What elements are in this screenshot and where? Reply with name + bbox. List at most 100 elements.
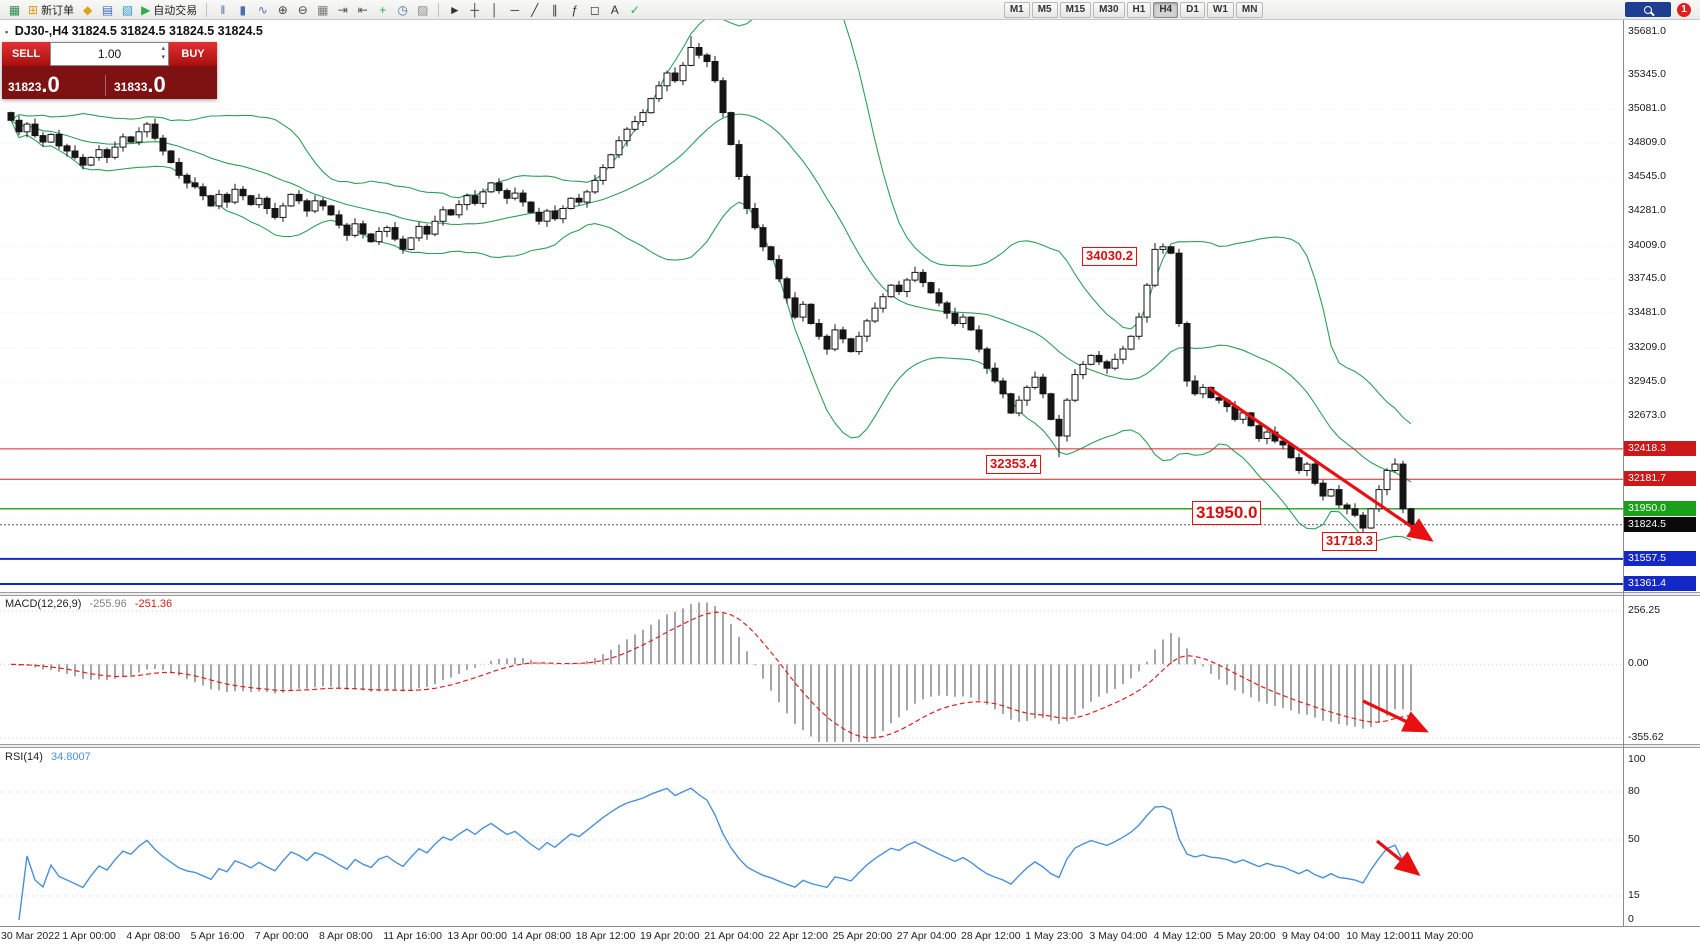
- price-note-31718[interactable]: 31718.3: [1322, 532, 1377, 551]
- market-watch-icon: ◆: [82, 2, 93, 17]
- vertical-line-icon: │: [491, 2, 499, 17]
- macd-axis-tick: 0.00: [1628, 657, 1649, 670]
- volume-down-button[interactable]: ▾: [161, 54, 165, 62]
- trend-arrow[interactable]: [1375, 839, 1421, 877]
- autotrading-icon: ▶: [141, 2, 151, 17]
- text-icon: A: [610, 2, 619, 17]
- level-price-label[interactable]: 32181.7: [1624, 471, 1696, 487]
- macd-indicator-label: MACD(12,26,9) -255.96 -251.36: [5, 598, 172, 610]
- time-axis-label: 28 Apr 12:00: [961, 930, 1021, 942]
- time-axis-label: 27 Apr 04:00: [896, 930, 957, 942]
- autotrading-button[interactable]: ▶ 自动交易: [138, 1, 200, 18]
- macd-panel-separator[interactable]: [0, 592, 1700, 596]
- level-price-label[interactable]: 32418.3: [1624, 440, 1696, 456]
- time-axis-label: 21 Apr 04:00: [704, 930, 764, 942]
- time-axis-label: 3 May 04:00: [1089, 930, 1148, 942]
- sell-price[interactable]: 31823 .0: [8, 72, 60, 98]
- price-axis-tick: 33745.0: [1628, 272, 1666, 285]
- timeframe-m15[interactable]: M15: [1059, 1, 1092, 18]
- fibonacci-button[interactable]: ƒ: [565, 1, 584, 18]
- time-axis-label: 19 Apr 20:00: [640, 930, 700, 942]
- price-note-32353[interactable]: 32353.4: [986, 455, 1041, 474]
- rsi-axis-tick: 100: [1628, 753, 1646, 765]
- timeframe-m1[interactable]: M1: [1003, 1, 1030, 18]
- shapes-button[interactable]: ◻: [585, 1, 604, 18]
- indicators-button[interactable]: +: [373, 1, 392, 18]
- timeframe-mn[interactable]: MN: [1235, 1, 1264, 18]
- toolbar-right: 1: [1625, 2, 1695, 17]
- cursor-button[interactable]: ►: [445, 1, 464, 18]
- time-axis-label: 25 Apr 20:00: [832, 930, 893, 942]
- level-price-label[interactable]: 31557.5: [1624, 550, 1696, 566]
- volume-up-button[interactable]: ▴: [161, 45, 165, 52]
- price-axis-tick: 34809.0: [1628, 136, 1666, 149]
- market-watch-button[interactable]: ◆: [78, 1, 97, 18]
- macd-name: MACD(12,26,9): [5, 598, 82, 610]
- time-axis-label: 13 Apr 00:00: [447, 930, 507, 942]
- text-button[interactable]: A: [605, 1, 624, 18]
- tile-windows-icon: ▦: [317, 2, 329, 17]
- volume-spinner: ▴ ▾: [161, 44, 165, 62]
- timeframe-d1[interactable]: D1: [1180, 1, 1205, 18]
- zoom-out-button[interactable]: ⊖: [293, 1, 312, 18]
- zoom-out-icon: ⊖: [297, 2, 308, 17]
- time-axis-label: 11 May 20:00: [1410, 930, 1474, 942]
- time-axis-label: 4 Apr 08:00: [126, 930, 181, 942]
- timeframe-h1[interactable]: H1: [1126, 1, 1152, 18]
- auto-scroll-button[interactable]: ⇥: [333, 1, 352, 18]
- rsi-panel-separator[interactable]: [0, 744, 1700, 748]
- data-window-icon: ▤: [101, 2, 114, 17]
- time-axis-label: 18 Apr 12:00: [575, 930, 636, 942]
- navigator-icon: ▧: [121, 2, 134, 17]
- price-axis-tick: 33209.0: [1628, 340, 1666, 353]
- line-chart-icon: ∿: [257, 2, 268, 17]
- volume-input[interactable]: 1.00 ▴ ▾: [50, 42, 169, 66]
- price-axis-tick: 34009.0: [1628, 238, 1666, 251]
- level-price-label[interactable]: 31950.0: [1624, 500, 1696, 516]
- time-axis-label: 1 Apr 00:00: [62, 930, 116, 942]
- periods-icon: ◷: [397, 2, 409, 17]
- sell-button[interactable]: SELL: [2, 42, 50, 66]
- timeframe-w1[interactable]: W1: [1206, 1, 1234, 18]
- buy-button[interactable]: BUY: [169, 42, 217, 66]
- channel-button[interactable]: ∥: [545, 1, 564, 18]
- price-note-31950[interactable]: 31950.0: [1192, 501, 1262, 526]
- crosshair-button[interactable]: ┼: [465, 1, 484, 18]
- price-axis-tick: 33481.0: [1628, 306, 1666, 319]
- trend-arrow[interactable]: [1208, 386, 1434, 542]
- search-button[interactable]: [1625, 2, 1671, 17]
- candlestick-chart-button[interactable]: ▮: [233, 1, 252, 18]
- vertical-line-button[interactable]: │: [485, 1, 504, 18]
- zoom-in-button[interactable]: ⊕: [273, 1, 292, 18]
- timeframe-m30[interactable]: M30: [1093, 1, 1125, 18]
- fibonacci-icon: ƒ: [571, 2, 579, 17]
- periods-button[interactable]: ◷: [393, 1, 412, 18]
- buy-price[interactable]: 31833 .0: [105, 74, 211, 96]
- line-chart-button[interactable]: ∿: [253, 1, 272, 18]
- horizontal-line-button[interactable]: ─: [505, 1, 524, 18]
- time-axis-label: 1 May 23:00: [1025, 930, 1083, 942]
- time-axis-label: 8 Apr 08:00: [319, 930, 373, 942]
- chart-shift-button[interactable]: ⇤: [353, 1, 372, 18]
- notification-badge[interactable]: 1: [1677, 2, 1691, 17]
- timeframe-h4[interactable]: H4: [1153, 1, 1179, 18]
- trend-arrow[interactable]: [1362, 699, 1429, 733]
- bar-chart-button[interactable]: ‖: [213, 1, 232, 18]
- price-note-34030[interactable]: 34030.2: [1082, 247, 1137, 266]
- horizontal-line-icon: ─: [510, 2, 520, 17]
- level-price-label[interactable]: 31361.4: [1624, 576, 1696, 591]
- search-icon: [1644, 5, 1652, 14]
- new-order-button[interactable]: ⊞ 新订单: [25, 1, 77, 18]
- trendline-button[interactable]: ╱: [525, 1, 544, 18]
- toolbar-groups: ▦ ⊞ 新订单 ◆ ▤ ▧ ▶ 自动交易 ‖ ▮ ∿ ⊕ ⊖ ▦ ⇥ ⇤ + ◷ ▨ ► ┼ │ ─ ╱ ∥ ƒ ◻ A ✓: [5, 1, 644, 18]
- one-click-trading-panel: SELL 1.00 ▴ ▾ BUY 31823 .0 31833 .0: [2, 42, 217, 99]
- rsi-name: RSI(14): [5, 751, 43, 763]
- toolbar: ▦ ⊞ 新订单 ◆ ▤ ▧ ▶ 自动交易 ‖ ▮ ∿ ⊕ ⊖ ▦ ⇥ ⇤ + ◷ ▨ ► ┼ │ ─ ╱ ∥ ƒ ◻ A ✓ M1 M5 M…: [0, 0, 1700, 20]
- arrows-button[interactable]: ✓: [625, 1, 644, 18]
- navigator-button[interactable]: ▧: [118, 1, 137, 18]
- timeframe-m5[interactable]: M5: [1031, 1, 1058, 18]
- templates-button[interactable]: ▨: [413, 1, 432, 18]
- new-chart-button[interactable]: ▦: [5, 1, 24, 18]
- tile-windows-button[interactable]: ▦: [313, 1, 332, 18]
- data-window-button[interactable]: ▤: [98, 1, 117, 18]
